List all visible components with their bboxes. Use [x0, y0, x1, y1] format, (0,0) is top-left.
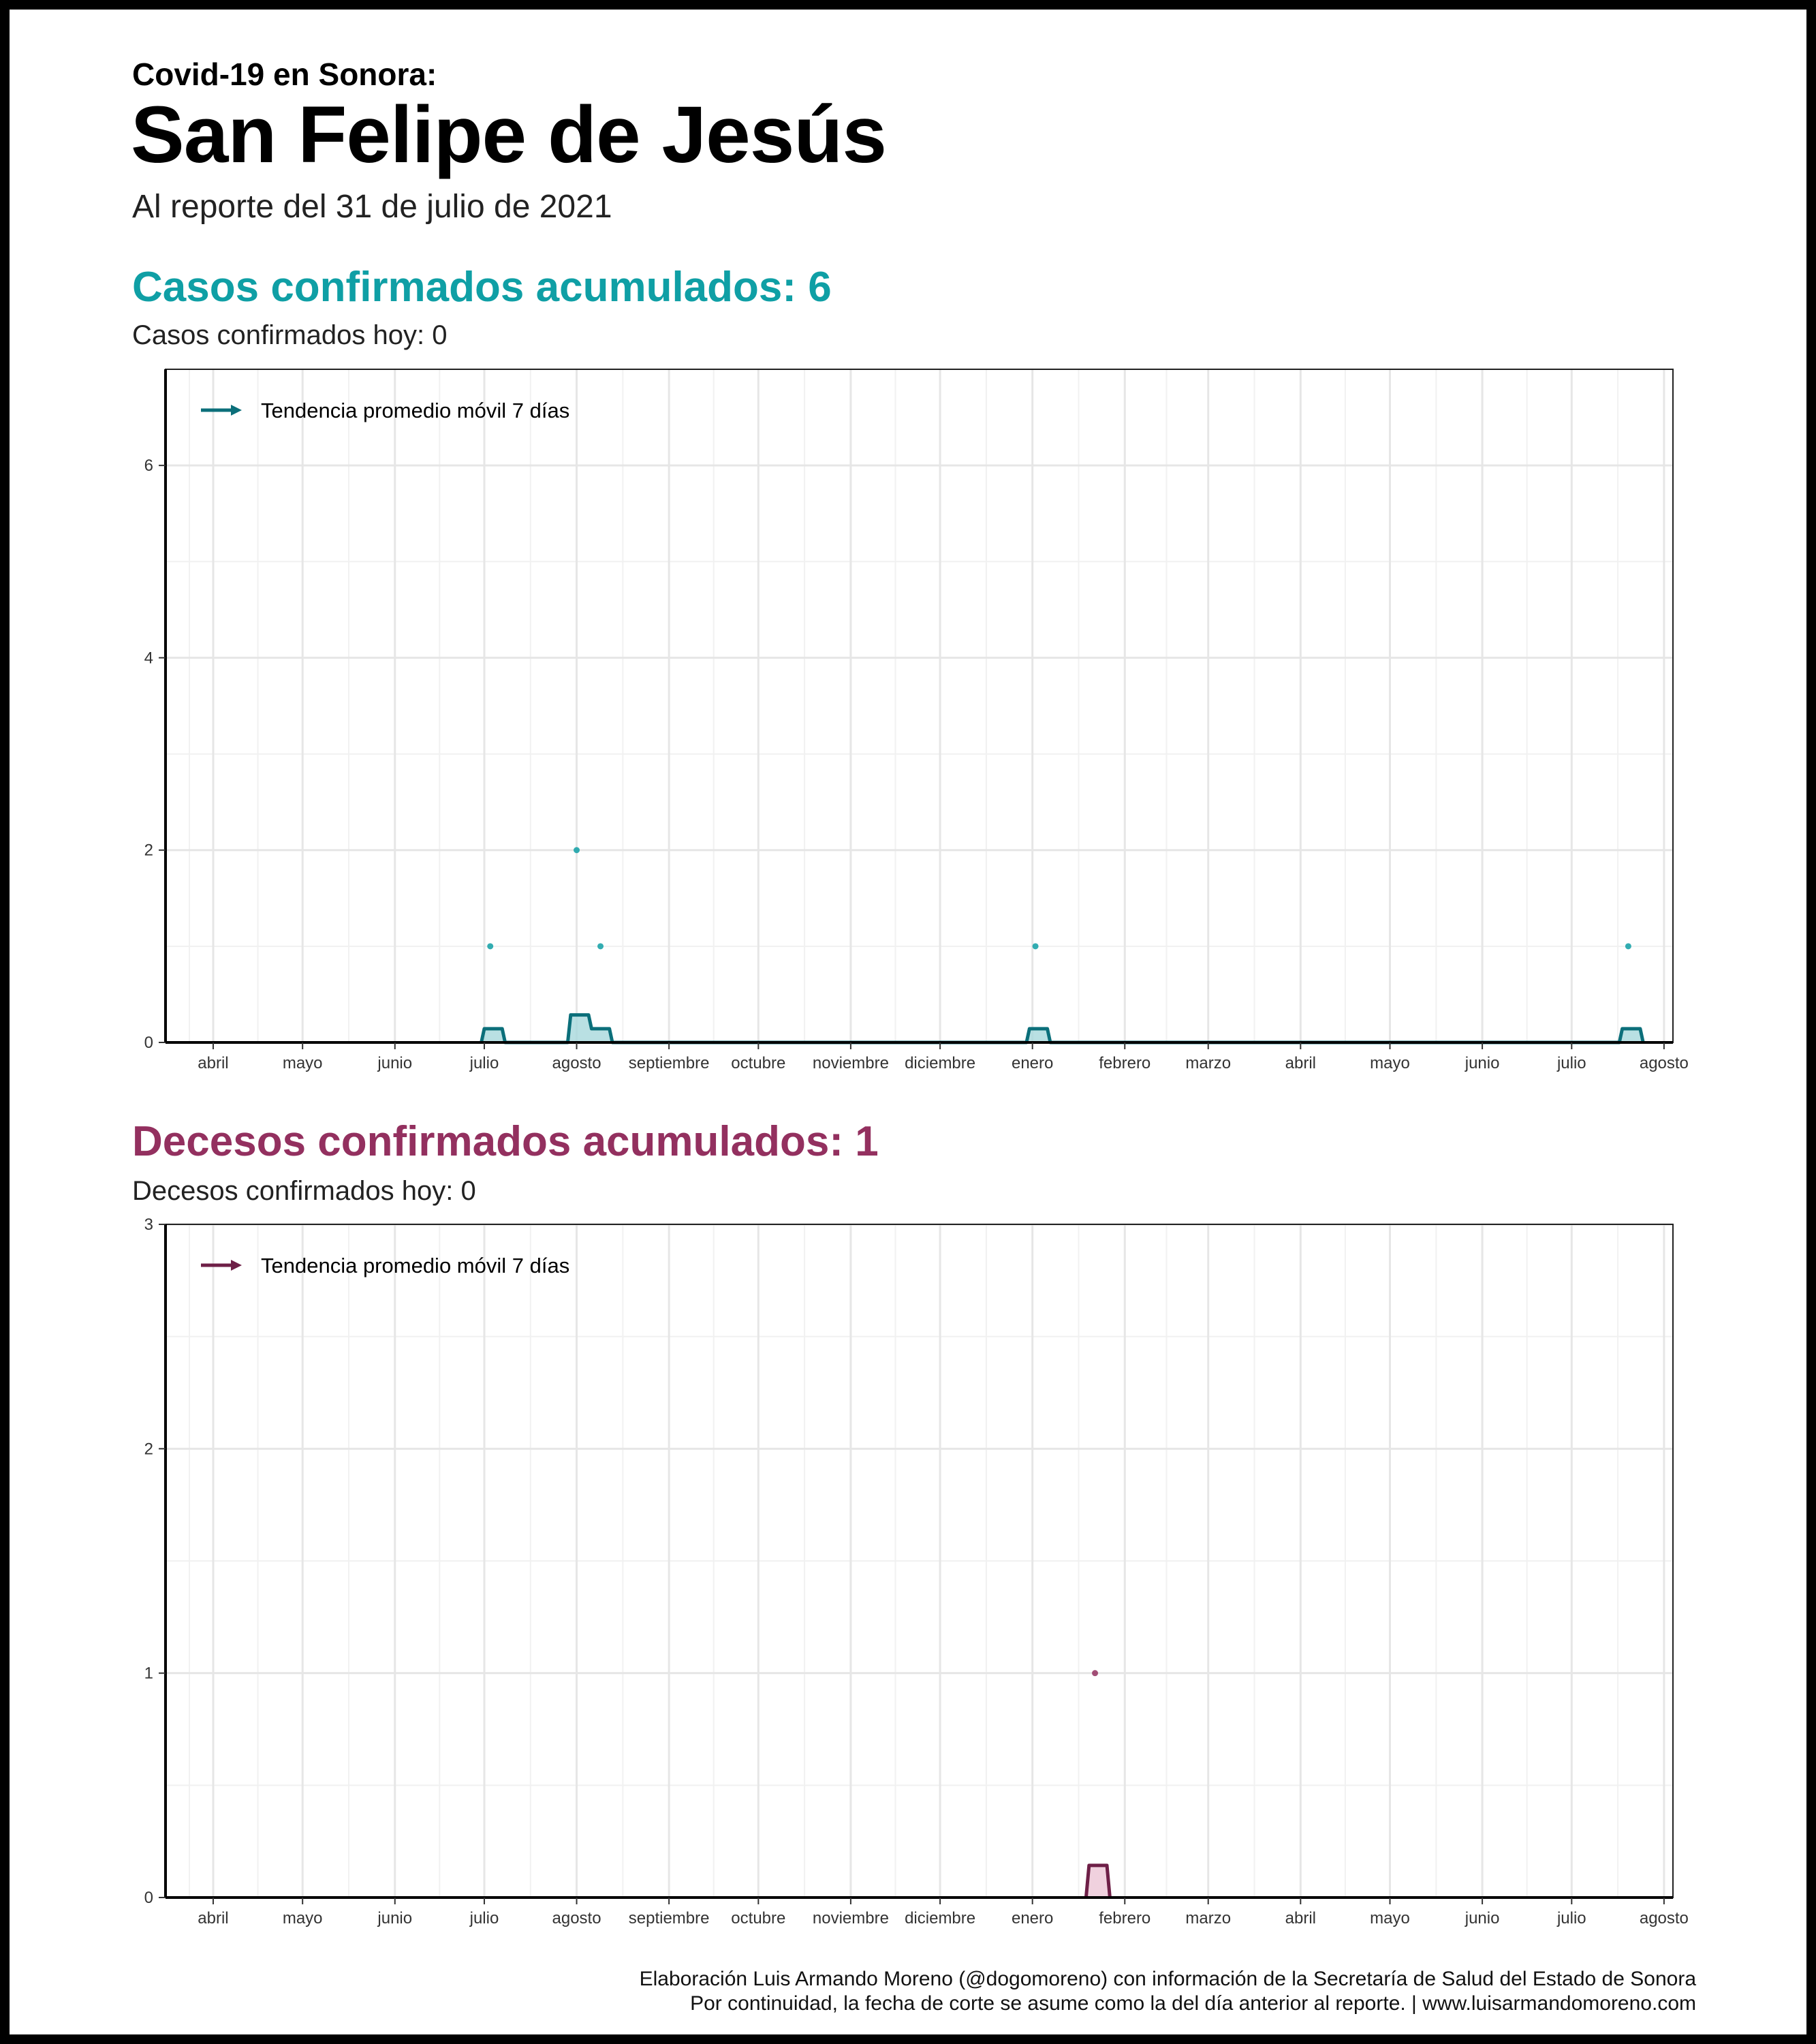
- footer-note: Por continuidad, la fecha de corte se as…: [690, 1992, 1696, 2015]
- legend-label: Tendencia promedio móvil 7 días: [261, 1254, 569, 1278]
- x-tick-label: agosto: [1640, 1909, 1689, 1927]
- data-point: [597, 943, 604, 950]
- x-tick-label: junio: [1465, 1909, 1500, 1927]
- x-tick-label: enero: [1012, 1054, 1053, 1072]
- y-tick-label: 1: [144, 1664, 153, 1683]
- x-tick-label: abril: [1285, 1909, 1316, 1927]
- x-tick-label: septiembre: [629, 1054, 710, 1072]
- x-tick-label: junio: [377, 1054, 412, 1072]
- x-tick-label: noviembre: [813, 1909, 889, 1927]
- x-tick-label: mayo: [1370, 1054, 1410, 1072]
- y-tick-label: 0: [144, 1889, 153, 1907]
- x-tick-label: enero: [1012, 1909, 1053, 1927]
- report-date: Al reporte del 31 de julio de 2021: [132, 189, 612, 225]
- data-point: [487, 943, 494, 950]
- x-tick-label: octubre: [731, 1909, 785, 1927]
- cases-chart: 0 2 4 6 abril mayo junio julio agosto septiembre o…: [144, 369, 1689, 1072]
- y-tick-label: 6: [144, 456, 153, 475]
- x-tick-label: agosto: [552, 1909, 601, 1927]
- x-tick-label: julio: [1556, 1054, 1586, 1072]
- x-tick-label: febrero: [1099, 1909, 1150, 1927]
- y-tick-label: 0: [144, 1034, 153, 1052]
- x-tick-label: mayo: [1370, 1909, 1410, 1927]
- plot-background: [166, 369, 1673, 1042]
- y-tick-label: 4: [144, 649, 153, 667]
- legend-arrow-icon: [231, 405, 242, 416]
- x-tick-label: junio: [377, 1909, 412, 1927]
- data-point: [1625, 943, 1631, 950]
- data-point: [1092, 1670, 1099, 1677]
- legend-arrow-icon: [231, 1260, 242, 1271]
- x-tick-label: marzo: [1185, 1909, 1231, 1927]
- x-tick-label: noviembre: [813, 1054, 889, 1072]
- trend-area: [481, 1015, 1644, 1042]
- x-tick-label: julio: [469, 1054, 499, 1072]
- x-tick-label: mayo: [283, 1909, 323, 1927]
- deaths-chart: 0 1 2 3 abril mayo junio julio agosto septiembre o…: [144, 1215, 1689, 1927]
- x-tick-label: marzo: [1185, 1054, 1231, 1072]
- trend-line: [1084, 1863, 1112, 1898]
- trend-area: [1086, 1865, 1110, 1898]
- legend-label: Tendencia promedio móvil 7 días: [261, 399, 569, 422]
- x-tick-label: diciembre: [905, 1054, 975, 1072]
- x-tick-label: octubre: [731, 1054, 785, 1072]
- x-tick-label: abril: [198, 1054, 228, 1072]
- x-tick-label: agosto: [1640, 1054, 1689, 1072]
- data-point: [1032, 943, 1039, 950]
- x-tick-label: julio: [1556, 1909, 1586, 1927]
- page-title: San Felipe de Jesús: [131, 90, 887, 180]
- x-tick-label: diciembre: [905, 1909, 975, 1927]
- data-point: [574, 847, 580, 854]
- x-tick-label: julio: [469, 1909, 499, 1927]
- y-tick-label: 2: [144, 841, 153, 860]
- x-tick-label: abril: [198, 1909, 228, 1927]
- x-tick-label: junio: [1465, 1054, 1500, 1072]
- deaths-chart-title: Decesos confirmados acumulados: 1: [132, 1118, 879, 1165]
- super-title: Covid-19 en Sonora:: [132, 57, 437, 92]
- deaths-today-label: Decesos confirmados hoy: 0: [132, 1176, 476, 1206]
- x-tick-label: febrero: [1099, 1054, 1150, 1072]
- y-tick-label: 2: [144, 1440, 153, 1458]
- trend-line: [480, 1013, 1645, 1044]
- cases-today-label: Casos confirmados hoy: 0: [132, 320, 448, 350]
- x-tick-label: mayo: [283, 1054, 323, 1072]
- y-tick-label: 3: [144, 1215, 153, 1234]
- x-tick-label: agosto: [552, 1054, 601, 1072]
- x-tick-label: abril: [1285, 1054, 1316, 1072]
- x-tick-label: septiembre: [629, 1909, 710, 1927]
- footer-credit: Elaboración Luis Armando Moreno (@dogomo…: [639, 1968, 1696, 1990]
- cases-chart-title: Casos confirmados acumulados: 6: [132, 264, 832, 311]
